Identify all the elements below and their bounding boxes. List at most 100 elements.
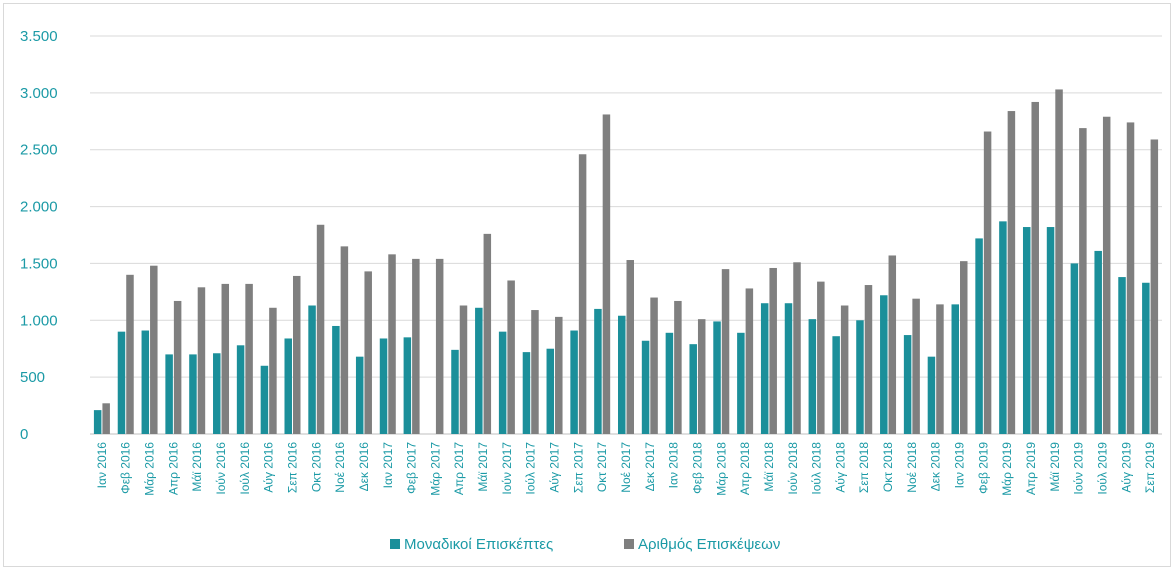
bar-visits (697, 319, 706, 434)
bar-unique-visitors (284, 338, 292, 434)
bar-visits (221, 283, 230, 434)
x-tick-label: Μάϊ 2019 (1048, 442, 1062, 492)
bar-visits (435, 258, 444, 434)
bar-visits (650, 297, 658, 434)
bar-unique-visitors (975, 238, 983, 434)
bar-unique-visitors (999, 221, 1007, 434)
bar-unique-visitors (355, 356, 364, 434)
x-tick-label: Φεβ 2018 (690, 442, 704, 494)
x-tick-label: Μάρ 2016 (143, 442, 157, 496)
bar-visits (721, 269, 730, 434)
bars (93, 89, 1159, 435)
x-tick-label: Ιαν 2016 (95, 442, 109, 489)
bar-visits (936, 304, 944, 434)
bar-visits (364, 271, 372, 434)
bar-unique-visitors (689, 344, 697, 434)
x-tick-label: Φεβ 2017 (405, 442, 419, 494)
y-tick-label: 2.500 (20, 142, 58, 159)
x-tick-label: Ιούλ 2016 (238, 442, 252, 495)
bar-visits (340, 246, 349, 434)
legend-label: Αριθμός Επισκέψεων (638, 536, 780, 553)
bar-unique-visitors (713, 321, 721, 434)
x-tick-label: Οκτ 2016 (309, 442, 323, 492)
x-tick-label: Ιούλ 2018 (810, 442, 824, 495)
bar-unique-visitors (498, 331, 507, 434)
bar-visits (1102, 116, 1111, 434)
bar-unique-visitors (546, 348, 555, 434)
x-tick-label: Μάϊ 2017 (476, 442, 490, 492)
y-tick-label: 3.500 (20, 28, 58, 45)
bar-unique-visitors (189, 354, 197, 434)
bar-visits (126, 274, 134, 434)
x-tick-label: Ιούν 2017 (500, 442, 514, 495)
bar-unique-visitors (784, 303, 793, 434)
bar-visits (269, 307, 277, 434)
bar-unique-visitors (236, 345, 245, 434)
legend: Μοναδικοί Επισκέπτες Αριθμός Επισκέψεων (390, 536, 780, 553)
y-tick-label: 1.000 (20, 312, 58, 329)
x-tick-label: Ιαν 2017 (381, 442, 395, 489)
bar-unique-visitors (760, 303, 769, 434)
bar-visits (507, 280, 515, 434)
x-tick-label: Φεβ 2016 (119, 442, 133, 494)
bar-unique-visitors (403, 337, 412, 434)
x-tick-label: Σεπ 2019 (1143, 442, 1157, 493)
x-tick-label: Φεβ 2019 (976, 442, 990, 494)
x-axis-ticks: Ιαν 2016 Φεβ 2016 Μάρ 2016 Απρ 2016 Μάϊ 2016… (95, 442, 1157, 496)
bar-visits (983, 131, 992, 434)
y-axis-ticks: 0 500 1.000 1.500 2.000 2.500 3.000 3.500 (20, 28, 58, 443)
y-tick-label: 500 (20, 369, 45, 386)
bar-visits (674, 300, 682, 434)
bar-unique-visitors (332, 325, 340, 434)
x-tick-label: Δεκ 2018 (929, 442, 943, 492)
bar-visits (912, 298, 920, 434)
x-tick-label: Οκτ 2018 (881, 442, 895, 492)
bar-visits (459, 305, 468, 434)
bar-visits (769, 267, 777, 434)
bar-unique-visitors (1046, 227, 1055, 434)
y-tick-label: 1.500 (20, 255, 58, 272)
bar-unique-visitors (1118, 277, 1126, 434)
bar-unique-visitors (141, 330, 150, 434)
bar-visits (1079, 128, 1087, 434)
x-tick-label: Μάρ 2019 (1000, 442, 1014, 496)
x-tick-label: Ιούν 2018 (786, 442, 800, 495)
bar-unique-visitors (93, 410, 102, 434)
x-tick-label: Μάϊ 2018 (762, 442, 776, 492)
x-tick-label: Σεπ 2016 (285, 442, 299, 493)
bar-visits (197, 287, 206, 434)
bar-unique-visitors (1070, 263, 1079, 434)
x-tick-label: Δεκ 2017 (643, 442, 657, 492)
bar-unique-visitors (808, 319, 817, 434)
y-tick-label: 0 (20, 426, 28, 443)
legend-swatch (390, 539, 400, 549)
bar-unique-visitors (880, 295, 888, 434)
x-tick-label: Δεκ 2016 (357, 442, 371, 492)
x-tick-label: Ιούν 2019 (1072, 442, 1086, 495)
bar-visits (960, 261, 968, 434)
bar-visits (531, 310, 539, 434)
legend-label: Μοναδικοί Επισκέπτες (404, 536, 553, 553)
bar-visits (173, 300, 182, 434)
bar-visits (793, 262, 801, 434)
x-tick-label: Μάϊ 2016 (190, 442, 204, 492)
bar-unique-visitors (308, 305, 316, 434)
bar-unique-visitors (451, 349, 459, 434)
x-tick-label: Ιούν 2016 (214, 442, 228, 495)
bar-visits (245, 283, 253, 434)
bar-visits (1126, 122, 1135, 435)
bar-visits (1055, 89, 1063, 435)
bar-visits (1031, 101, 1039, 434)
bar-visits (412, 258, 420, 434)
x-tick-label: Απρ 2017 (452, 442, 466, 495)
bar-visits (555, 316, 563, 434)
bar-unique-visitors (117, 331, 126, 434)
x-tick-label: Απρ 2019 (1024, 442, 1038, 495)
bar-visits (840, 305, 849, 434)
x-tick-label: Αύγ 2016 (262, 442, 276, 493)
bar-unique-visitors (594, 308, 602, 434)
bar-unique-visitors (618, 315, 626, 434)
x-tick-label: Νοέ 2017 (619, 442, 633, 493)
x-tick-label: Σεπ 2018 (857, 442, 871, 493)
